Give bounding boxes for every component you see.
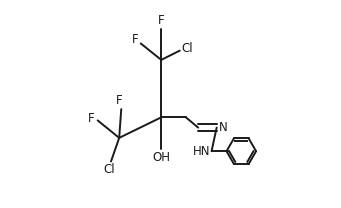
Text: F: F: [158, 14, 165, 27]
Text: F: F: [116, 94, 122, 107]
Text: F: F: [132, 33, 139, 46]
Text: HN: HN: [193, 145, 210, 158]
Text: F: F: [88, 112, 95, 125]
Text: Cl: Cl: [103, 163, 115, 176]
Text: OH: OH: [152, 151, 170, 164]
Text: Cl: Cl: [181, 42, 193, 55]
Text: N: N: [219, 121, 227, 134]
